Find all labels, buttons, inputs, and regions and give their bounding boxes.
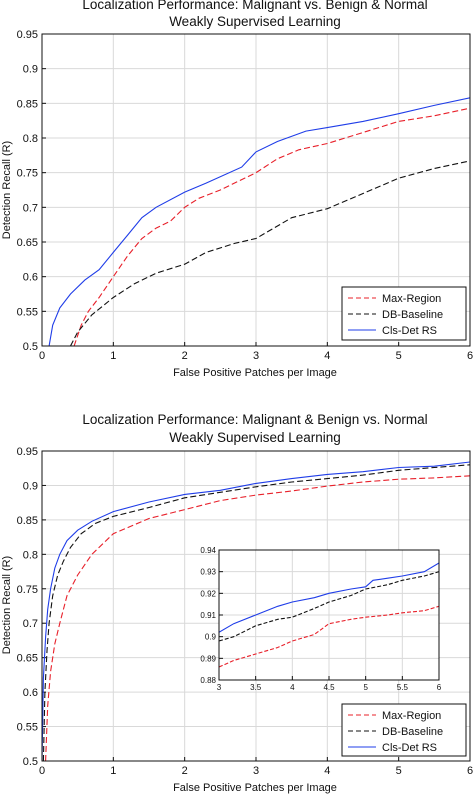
inset-x-tick-label: 4.5 <box>323 683 335 692</box>
inset-y-tick-label: 0.89 <box>200 654 216 663</box>
chart1-axes-frame <box>41 33 471 347</box>
inset-x-tick-label: 4 <box>290 683 295 692</box>
chart2-title: Localization Performance: Malignant & Be… <box>82 412 427 427</box>
chart1-y-tick-label: 0.6 <box>23 272 38 284</box>
chart1-series-db-baseline-line <box>70 160 470 346</box>
chart1-y-tick-label: 0.7 <box>23 202 38 214</box>
inset-y-tick-label: 0.93 <box>200 568 216 577</box>
chart2-legend-label: DB-Baseline <box>382 726 443 738</box>
inset-series-max-region-line <box>219 605 439 668</box>
chart2-y-tick-label: 0.7 <box>23 618 38 630</box>
chart1-y-tick-label: 0.95 <box>17 29 38 41</box>
chart1-x-tick-label: 1 <box>110 350 116 362</box>
chart2-y-tick-label: 0.6 <box>23 687 38 699</box>
chart2-y-tick-label: 0.95 <box>17 446 38 458</box>
inset-x-tick-label: 6 <box>437 683 442 692</box>
chart1-y-tick-label: 0.65 <box>17 237 38 249</box>
chart1-x-tick-label: 6 <box>467 350 473 362</box>
chart2-x-tick-label: 4 <box>324 765 330 777</box>
chart1-plot: 0 1 2 3 4 5 6 0.5 0.55 0.6 0.65 0.7 0.75 0.8 0.85 0.9 0.… <box>17 29 473 362</box>
chart2-x-tick-label: 2 <box>182 765 188 777</box>
chart1-y-tick-label: 0.75 <box>17 168 38 180</box>
chart2-x-tick-label: 5 <box>396 765 402 777</box>
chart1-y-tick-label: 0.55 <box>17 306 38 318</box>
chart2-y-tick-label: 0.85 <box>17 515 38 527</box>
chart2-series-max-region-line <box>45 475 470 761</box>
chart1-x-tick-label: 5 <box>396 350 402 362</box>
inset-axes-frame <box>218 549 440 681</box>
chart2-xlabel: False Positive Patches per Image <box>173 782 337 794</box>
inset-y-tick-label: 0.92 <box>200 589 216 598</box>
chart1-xlabel: False Positive Patches per Image <box>173 367 337 379</box>
chart1-y-tick-label: 0.5 <box>23 341 38 353</box>
chart1-y-tick-label: 0.9 <box>23 64 38 76</box>
chart1-legend-box <box>341 286 467 341</box>
chart2-series-db-baseline-line <box>42 464 470 761</box>
inset-y-tick-label: 0.9 <box>205 633 217 642</box>
chart2-x-tick-label: 3 <box>253 765 259 777</box>
chart1-x-tick-label: 4 <box>324 350 330 362</box>
chart2-series-cls-det-rs-line <box>42 461 470 761</box>
chart2-x-tick-label: 1 <box>110 765 116 777</box>
inset-y-tick-label: 0.88 <box>200 676 216 685</box>
chart1-title: Localization Performance: Malignant vs. … <box>82 0 427 12</box>
inset-series-db-baseline-line <box>219 571 439 642</box>
inset-y-tick-label: 0.94 <box>200 546 216 555</box>
chart1-legend-label: Cls-Det RS <box>382 325 437 337</box>
chart2-ylabel: Detection Recall (R) <box>1 556 13 654</box>
chart2-legend-label: Max-Region <box>382 710 441 722</box>
chart2-y-tick-label: 0.75 <box>17 584 38 596</box>
chart2-legend-label: Cls-Det RS <box>382 742 437 754</box>
chart1-x-tick-label: 2 <box>182 350 188 362</box>
chart1-x-tick-label: 0 <box>39 350 45 362</box>
chart2-x-tick-label: 0 <box>39 765 45 777</box>
chart2-y-tick-label: 0.5 <box>23 756 38 768</box>
chart2-subtitle: Weakly Supervised Learning <box>169 430 341 445</box>
chart2-y-tick-label: 0.55 <box>17 722 38 734</box>
chart1-y-tick-label: 0.85 <box>17 98 38 110</box>
chart1-ylabel: Detection Recall (R) <box>1 141 13 239</box>
chart2-y-tick-label: 0.65 <box>17 653 38 665</box>
inset-x-tick-label: 5 <box>363 683 368 692</box>
chart2-axes-frame <box>41 450 471 762</box>
inset-y-tick-label: 0.91 <box>200 611 216 620</box>
inset-x-tick-label: 5.5 <box>397 683 409 692</box>
chart1-series-cls-det-rs-line <box>48 97 470 346</box>
chart1-legend-label: DB-Baseline <box>382 309 443 321</box>
chart1-subtitle: Weakly Supervised Learning <box>169 14 341 29</box>
chart2-y-tick-label: 0.8 <box>23 549 38 561</box>
chart1-legend-label: Max-Region <box>382 293 441 305</box>
chart1-x-tick-label: 3 <box>253 350 259 362</box>
chart1-series-max-region-line <box>73 107 470 346</box>
inset-x-tick-label: 3 <box>217 683 222 692</box>
inset-series-cls-det-rs-line <box>219 562 439 633</box>
chart2-x-tick-label: 6 <box>467 765 473 777</box>
inset-x-tick-label: 3.5 <box>250 683 262 692</box>
inset-plot: 3 3.5 4 4.5 5 5.5 6 0.88 0.89 0.9 0.91 0.92 0.93 0.94 <box>200 546 441 692</box>
chart1-y-tick-label: 0.8 <box>23 133 38 145</box>
chart2-y-tick-label: 0.9 <box>23 480 38 492</box>
